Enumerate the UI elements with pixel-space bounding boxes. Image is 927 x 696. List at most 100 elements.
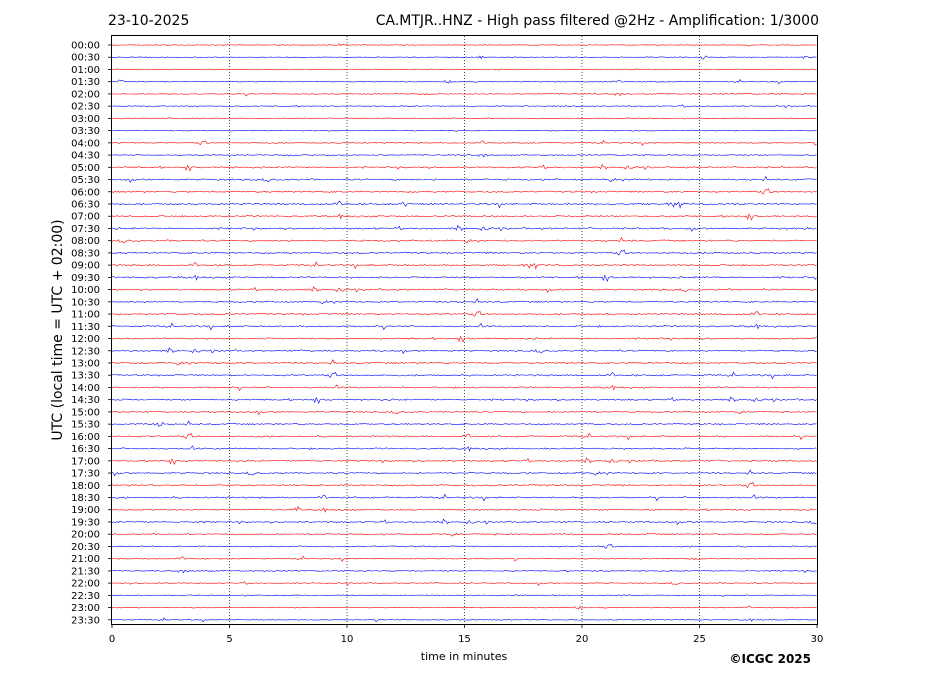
trace-line [111,555,817,562]
y-tick-label: 19:30 [71,517,100,528]
y-tick-label: 07:30 [71,224,100,235]
y-axis-label: UTC (local time = UTC + 02:00) [50,219,66,440]
y-tick-label: 05:00 [71,163,100,174]
x-tick-label: 10 [341,634,354,645]
trace-line [111,224,817,232]
y-tick-label: 09:30 [71,273,100,284]
y-tick-label: 21:00 [71,554,100,565]
trace-line [111,396,817,404]
trace-line [111,469,817,477]
y-tick-label: 11:30 [71,322,100,333]
y-tick-label: 10:00 [71,285,100,296]
y-tick-label: 00:00 [71,41,100,52]
y-tick-label: 08:30 [71,248,100,259]
y-tick-label: 20:30 [71,542,100,553]
date-label: 23-10-2025 [108,13,189,29]
trace-line [111,213,817,221]
trace-line [111,55,817,60]
trace-line [111,347,817,355]
y-tick-label: 07:00 [71,212,100,223]
trace-line [111,432,817,441]
vertical-gridlines [229,36,700,624]
trace-line [111,68,817,71]
y-tick-label: 06:00 [71,187,100,198]
trace-line [111,371,817,380]
y-tick-label: 03:00 [71,114,100,125]
y-tick-label: 15:00 [71,407,100,418]
copyright-label: ©ICGC 2025 [729,652,811,666]
y-tick-label: 15:30 [71,420,100,431]
trace-line [111,188,817,195]
trace-line [111,298,817,305]
y-tick-label: 02:30 [71,102,100,113]
trace-line [111,236,817,244]
y-tick-label: 14:30 [71,395,100,406]
y-tick-label: 20:00 [71,530,100,541]
trace-line [111,532,817,537]
y-tick-label: 01:30 [71,77,100,88]
trace-line [111,104,817,109]
y-tick-label: 13:00 [71,358,100,369]
y-tick-label: 08:00 [71,236,100,247]
trace-line [111,617,817,623]
y-tick-label: 09:00 [71,261,100,272]
chart-title: CA.MTJR..HNZ - High pass filtered @2Hz -… [376,13,819,29]
y-tick-label: 23:00 [71,603,100,614]
trace-line [111,543,817,549]
y-tick-label: 19:00 [71,505,100,516]
trace-line [111,286,817,293]
x-tick-label: 25 [693,634,706,645]
trace-line [111,79,817,85]
y-tick-label: 04:00 [71,138,100,149]
y-tick-label: 18:00 [71,481,100,492]
y-tick-label: 22:00 [71,579,100,590]
y-tick-label: 13:30 [71,371,100,382]
trace-line [111,493,817,502]
trace-line [111,384,817,392]
y-tick-label: 14:00 [71,383,100,394]
y-tick-label: 17:00 [71,456,100,467]
y-tick-label: 22:30 [71,591,100,602]
trace-line [111,581,817,586]
trace-line [111,518,817,526]
trace-line [111,420,817,427]
trace-line [111,274,817,282]
x-tick-label: 5 [226,634,232,645]
y-tick-label: 04:30 [71,151,100,162]
trace-line [111,310,817,317]
x-tick-label: 15 [458,634,471,645]
y-tick-label: 12:00 [71,334,100,345]
y-tick-label: 02:00 [71,89,100,100]
trace-line [111,261,817,270]
x-axis-label: time in minutes [421,650,508,663]
trace-line [111,92,817,97]
y-tick-label: 18:30 [71,493,100,504]
trace-line [111,605,817,610]
trace-line [111,481,817,489]
trace-line [111,569,817,574]
y-tick-label: 12:30 [71,346,100,357]
y-tick-label: 06:30 [71,199,100,210]
x-tick-label: 30 [811,634,824,645]
y-tick-label: 23:30 [71,615,100,626]
trace-line [111,445,817,452]
y-tick-label: 03:30 [71,126,100,137]
x-tick-label: 20 [576,634,589,645]
y-tick-label: 11:00 [71,310,100,321]
trace-line [111,153,817,158]
trace-line [111,163,817,172]
trace-line [111,175,817,183]
trace-line [111,249,817,256]
y-tick-label: 10:30 [71,297,100,308]
y-tick-label: 16:00 [71,432,100,443]
y-tick-label: 01:00 [71,65,100,76]
y-tick-label: 16:30 [71,444,100,455]
x-ticks: 0 5 10 15 20 25 30 [109,624,824,645]
trace-line [111,505,817,513]
trace-line [111,335,817,343]
y-tick-label: 21:30 [71,566,100,577]
trace-line [111,200,817,209]
trace-line [111,43,817,47]
